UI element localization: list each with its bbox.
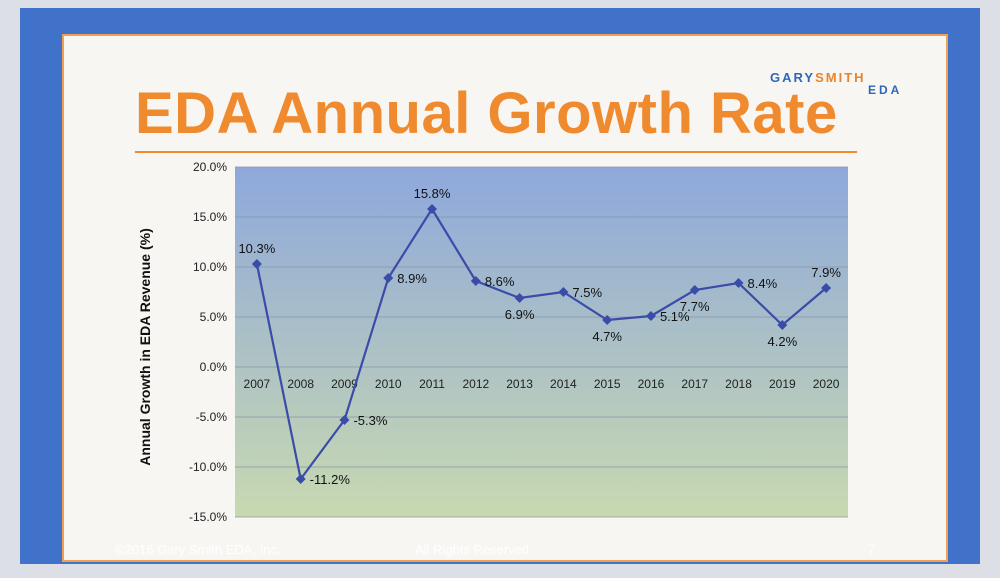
data-label: 7.5%	[572, 285, 602, 300]
x-tick-label: 2015	[594, 377, 621, 391]
data-label: -5.3%	[353, 413, 387, 428]
x-tick-label: 2018	[725, 377, 752, 391]
slide-title: EDA Annual Growth Rate	[135, 81, 838, 146]
logo-text-smith: SMITH	[815, 70, 866, 85]
data-point	[470, 276, 481, 286]
x-tick-label: 2017	[681, 377, 708, 391]
x-tick-label: 2016	[638, 377, 665, 391]
data-label: 10.3%	[238, 241, 275, 256]
logo-text-eda: EDA	[868, 83, 903, 97]
x-tick-label: 2019	[769, 377, 796, 391]
x-tick-label: 2012	[462, 377, 489, 391]
y-tick-label: 15.0%	[193, 210, 227, 224]
data-point	[777, 320, 788, 330]
data-label: 4.7%	[592, 329, 622, 344]
data-point	[251, 259, 262, 269]
y-tick-label: 20.0%	[193, 160, 227, 174]
y-tick-label: 5.0%	[200, 310, 228, 324]
data-point	[645, 311, 656, 321]
x-tick-label: 2020	[813, 377, 840, 391]
footer-rights: All Rights Reserved	[415, 542, 530, 557]
data-label: 15.8%	[414, 186, 451, 201]
y-tick-label: 10.0%	[193, 260, 227, 274]
data-label: 7.9%	[811, 265, 841, 280]
y-tick-label: -15.0%	[189, 510, 227, 524]
data-point	[383, 273, 394, 283]
data-point	[514, 293, 525, 303]
x-tick-label: 2014	[550, 377, 577, 391]
y-tick-label: 0.0%	[200, 360, 228, 374]
y-tick-label: -10.0%	[189, 460, 227, 474]
data-label: 5.1%	[660, 309, 690, 324]
x-tick-label: 2010	[375, 377, 402, 391]
growth-line-chart: 20.0% 15.0% 10.0% 5.0% 0.0% -5.0% -10.0% -15.0%…	[137, 160, 848, 524]
footer-copyright: ©2016 Gary Smith EDA, Inc.	[115, 542, 281, 557]
data-label: 8.6%	[485, 274, 515, 289]
company-logo: GARYSMITH EDA	[770, 66, 930, 100]
data-point	[602, 315, 613, 325]
data-point	[821, 283, 832, 293]
series-line	[255, 206, 827, 482]
data-label: -11.2%	[310, 472, 351, 487]
data-label: 8.9%	[397, 271, 427, 286]
data-point	[427, 204, 438, 214]
y-axis-label: Annual Growth in EDA Revenue (%)	[137, 228, 153, 466]
plot-area	[235, 167, 848, 517]
x-tick-label: 2013	[506, 377, 533, 391]
data-point	[689, 285, 700, 295]
y-tick-label: -5.0%	[196, 410, 228, 424]
data-label: 8.4%	[748, 276, 778, 291]
data-point	[558, 287, 569, 297]
data-point	[733, 278, 744, 288]
x-tick-label: 2007	[244, 377, 271, 391]
data-label: 4.2%	[768, 334, 798, 349]
x-tick-label: 2009	[331, 377, 358, 391]
data-label: 7.7%	[680, 299, 710, 314]
data-label: 6.9%	[505, 307, 535, 322]
x-tick-label: 2011	[419, 377, 445, 391]
x-tick-label: 2008	[287, 377, 314, 391]
page-number: 7	[868, 542, 876, 557]
data-point	[295, 474, 306, 484]
logo-text-gary: GARY	[770, 70, 816, 85]
title-underline	[135, 151, 857, 153]
data-point	[339, 415, 350, 425]
